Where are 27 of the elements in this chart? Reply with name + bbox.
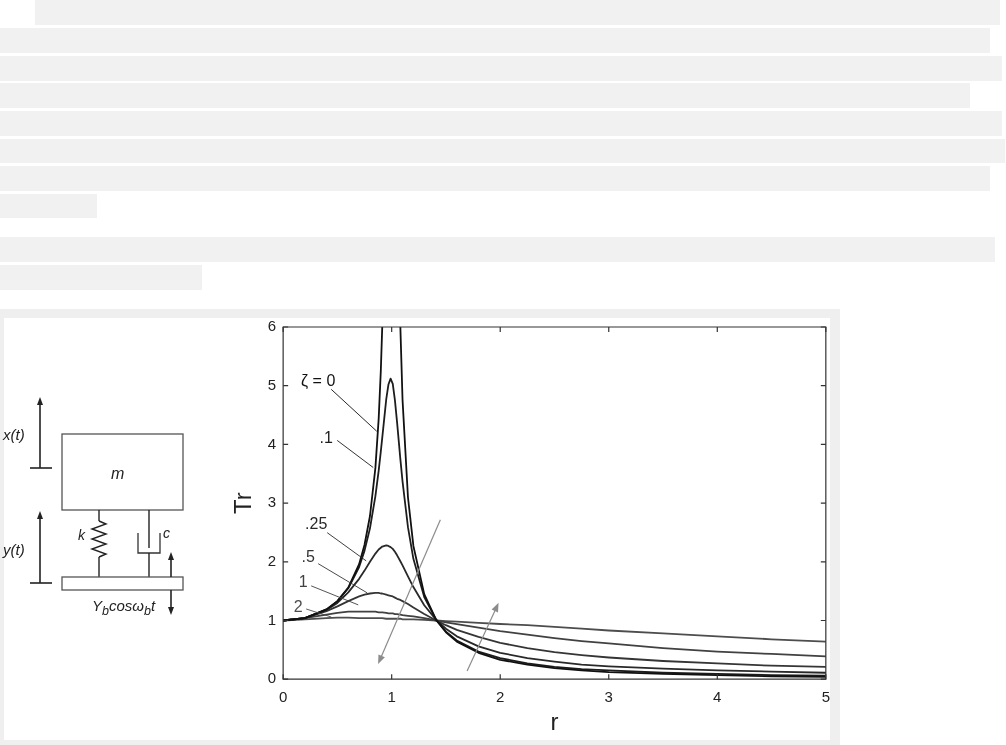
series-label: 1 <box>298 573 308 591</box>
x-tick-label: 5 <box>821 688 830 706</box>
x-tick-label: 0 <box>278 688 288 706</box>
text: y(t) <box>3 541 25 558</box>
y-tick-label: 2 <box>267 551 277 569</box>
x-axis-title: r <box>550 708 559 736</box>
x-tick-label: 3 <box>604 688 613 706</box>
y-axis-title: Tr <box>229 492 257 514</box>
series-label: 2 <box>293 598 303 616</box>
x-tick-label: 4 <box>713 688 722 706</box>
text: c <box>163 525 170 541</box>
text: ζ = 0 <box>301 371 336 390</box>
text: m <box>111 465 125 482</box>
y-tick-label: 4 <box>267 434 277 452</box>
text: .5 <box>301 548 315 566</box>
y-tick-label: 3 <box>267 493 277 511</box>
text: Y$_{b}$cosω$_{b}$t <box>92 597 156 618</box>
text: x(t) <box>3 426 25 443</box>
text: .1 <box>319 428 333 446</box>
y-tick-label: 0 <box>267 669 277 687</box>
y-tick-label: 1 <box>267 610 277 628</box>
x-tick-label: 2 <box>496 688 505 706</box>
y-tick-label: 6 <box>267 317 277 335</box>
x-tick-label: 1 <box>387 688 396 706</box>
text: k <box>78 527 85 543</box>
y-tick-label: 5 <box>267 375 277 393</box>
text: .25 <box>305 514 328 532</box>
